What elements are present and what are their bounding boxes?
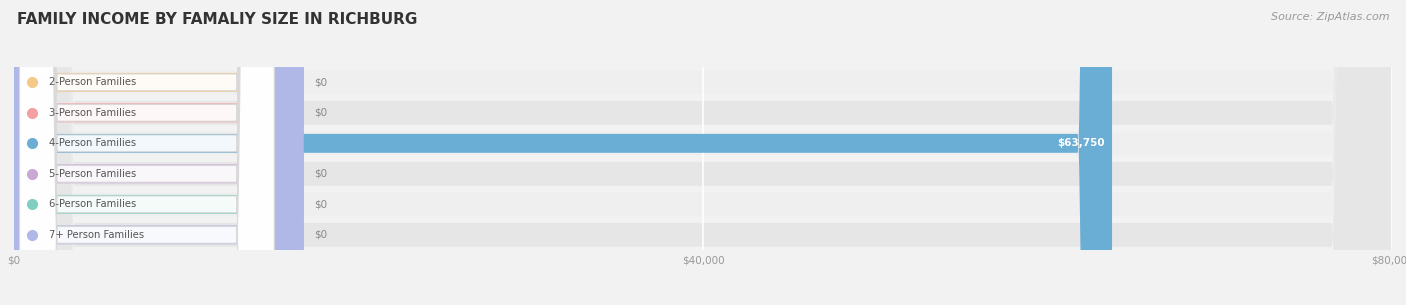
- FancyBboxPatch shape: [14, 0, 304, 305]
- Text: 5-Person Families: 5-Person Families: [48, 169, 136, 179]
- FancyBboxPatch shape: [14, 0, 1392, 305]
- FancyBboxPatch shape: [14, 0, 1392, 305]
- FancyBboxPatch shape: [14, 0, 1392, 305]
- Text: 6-Person Families: 6-Person Families: [48, 199, 136, 209]
- FancyBboxPatch shape: [14, 0, 1392, 305]
- Text: 7+ Person Families: 7+ Person Families: [48, 230, 143, 240]
- FancyBboxPatch shape: [14, 0, 1392, 305]
- FancyBboxPatch shape: [14, 0, 304, 305]
- Text: $63,750: $63,750: [1057, 138, 1105, 148]
- FancyBboxPatch shape: [14, 0, 304, 305]
- Text: 2-Person Families: 2-Person Families: [48, 77, 136, 87]
- Text: 4-Person Families: 4-Person Families: [48, 138, 135, 148]
- Text: $0: $0: [315, 169, 328, 179]
- FancyBboxPatch shape: [14, 0, 1112, 305]
- FancyBboxPatch shape: [20, 0, 274, 305]
- Text: $0: $0: [315, 108, 328, 118]
- FancyBboxPatch shape: [14, 0, 304, 305]
- Text: $0: $0: [315, 77, 328, 87]
- FancyBboxPatch shape: [14, 0, 304, 305]
- FancyBboxPatch shape: [20, 0, 274, 305]
- FancyBboxPatch shape: [20, 0, 274, 305]
- FancyBboxPatch shape: [20, 0, 274, 305]
- Text: 3-Person Families: 3-Person Families: [48, 108, 135, 118]
- Text: $0: $0: [315, 230, 328, 240]
- FancyBboxPatch shape: [20, 0, 274, 305]
- FancyBboxPatch shape: [14, 0, 1392, 305]
- Text: $0: $0: [315, 199, 328, 209]
- Text: FAMILY INCOME BY FAMALIY SIZE IN RICHBURG: FAMILY INCOME BY FAMALIY SIZE IN RICHBUR…: [17, 12, 418, 27]
- Text: Source: ZipAtlas.com: Source: ZipAtlas.com: [1271, 12, 1389, 22]
- FancyBboxPatch shape: [20, 0, 274, 305]
